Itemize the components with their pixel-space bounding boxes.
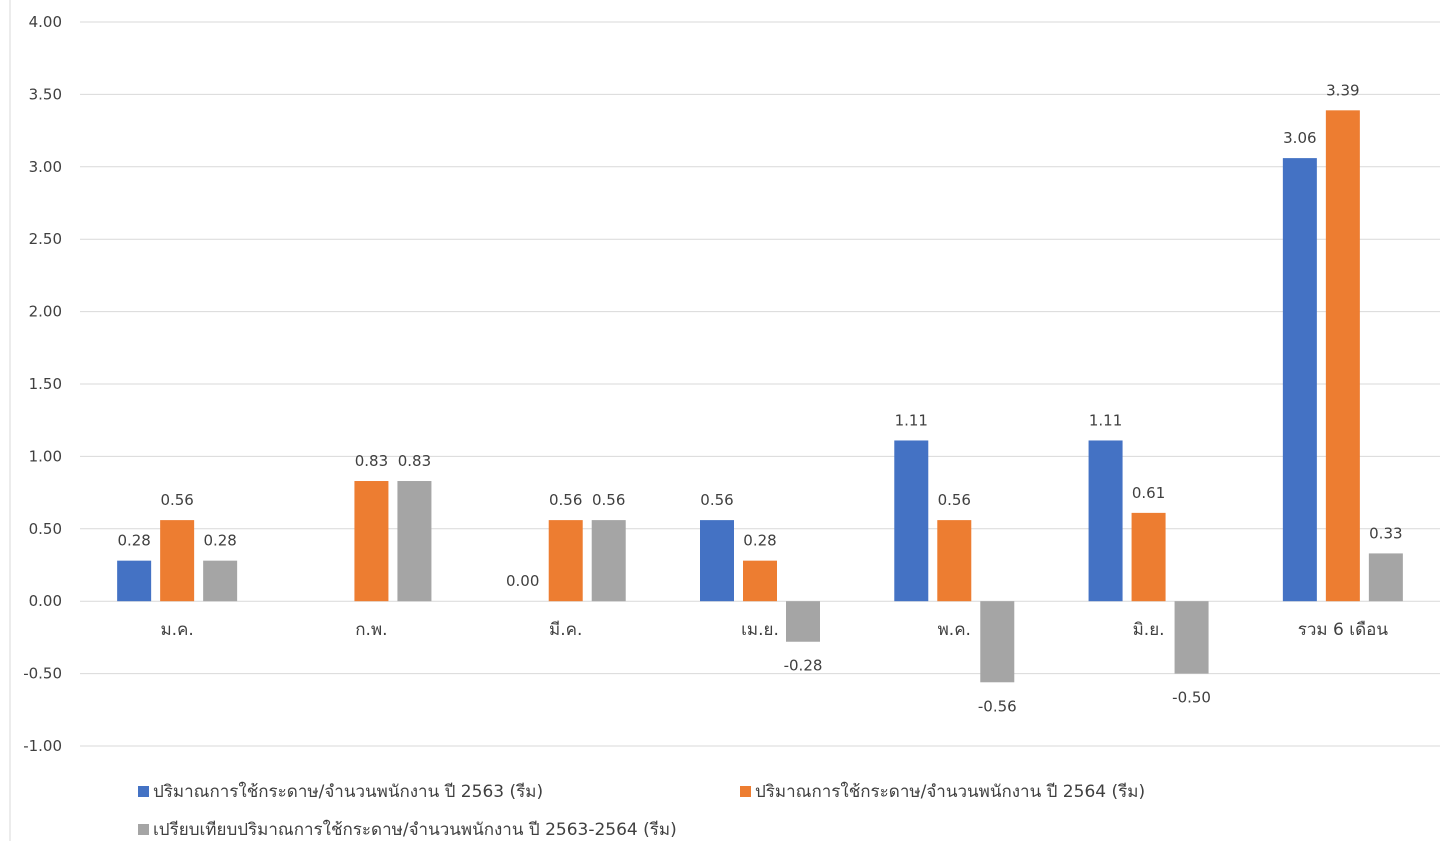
category-label: ก.พ. xyxy=(355,620,387,640)
y-tick-label: 4.00 xyxy=(29,13,62,31)
bar xyxy=(397,481,432,602)
category-label: ม.ค. xyxy=(160,620,193,640)
y-tick-label: -1.00 xyxy=(23,737,62,755)
data-label: 0.83 xyxy=(355,452,388,470)
data-label: -0.50 xyxy=(1172,689,1211,707)
bar xyxy=(548,520,583,602)
data-label: 0.00 xyxy=(506,572,539,590)
legend-label: ปริมาณการใช้กระดาษ/จำนวนพนักงาน ปี 2564 … xyxy=(755,782,1146,802)
data-label: 0.61 xyxy=(1132,484,1165,502)
legend-label: ปริมาณการใช้กระดาษ/จำนวนพนักงาน ปี 2563 … xyxy=(153,782,544,802)
bar xyxy=(1131,512,1166,602)
y-tick-label: 0.50 xyxy=(29,520,62,538)
bar xyxy=(203,560,238,602)
legend-item: เปรียบเทียบปริมาณการใช้กระดาษ/จำนวนพนักง… xyxy=(138,816,677,843)
data-label: 3.06 xyxy=(1283,129,1316,147)
bar xyxy=(1368,553,1403,602)
bar xyxy=(786,601,820,642)
bar xyxy=(591,520,626,602)
legend-label: เปรียบเทียบปริมาณการใช้กระดาษ/จำนวนพนักง… xyxy=(153,820,677,840)
category-label: มี.ค. xyxy=(549,620,582,640)
data-label: -0.28 xyxy=(784,657,823,675)
category-label: พ.ค. xyxy=(938,620,971,640)
data-label: 1.11 xyxy=(895,411,928,429)
data-label: 0.33 xyxy=(1369,524,1402,542)
data-label: 0.56 xyxy=(700,491,733,509)
data-label: 0.56 xyxy=(160,491,193,509)
legend-swatch xyxy=(138,786,149,797)
y-tick-label: 3.00 xyxy=(29,158,62,176)
legend-swatch xyxy=(740,786,751,797)
data-label: 0.56 xyxy=(938,491,971,509)
legend-swatch xyxy=(138,824,149,835)
data-label: 0.28 xyxy=(203,532,236,550)
bar xyxy=(354,481,389,602)
y-tick-label: 0.00 xyxy=(29,592,62,610)
bar xyxy=(1174,601,1209,674)
category-label: มิ.ย. xyxy=(1133,620,1165,640)
y-tick-label: 1.50 xyxy=(29,375,62,393)
data-label: 1.11 xyxy=(1089,411,1122,429)
bar xyxy=(894,440,929,602)
y-tick-label: 2.00 xyxy=(29,303,62,321)
data-label: 0.28 xyxy=(743,532,776,550)
data-label: -0.56 xyxy=(978,697,1017,715)
legend-item: ปริมาณการใช้กระดาษ/จำนวนพนักงาน ปี 2564 … xyxy=(740,778,1145,805)
bar xyxy=(743,560,777,602)
bar xyxy=(1088,440,1123,602)
data-label: 0.28 xyxy=(117,532,150,550)
data-label: 0.56 xyxy=(592,491,625,509)
bar xyxy=(937,520,972,602)
bar xyxy=(700,520,734,602)
y-tick-label: 2.50 xyxy=(29,230,62,248)
y-tick-label: 1.00 xyxy=(29,447,62,465)
category-label: เม.ย. xyxy=(741,620,779,640)
data-label: 3.39 xyxy=(1326,81,1359,99)
data-label: 0.56 xyxy=(549,491,582,509)
y-tick-label: -0.50 xyxy=(23,665,62,683)
bar xyxy=(117,560,152,602)
bar xyxy=(160,520,195,602)
bar xyxy=(980,601,1015,683)
data-label: 0.83 xyxy=(398,452,431,470)
y-tick-label: 3.50 xyxy=(29,85,62,103)
bar xyxy=(1325,110,1360,602)
bar xyxy=(1282,158,1317,602)
legend-item: ปริมาณการใช้กระดาษ/จำนวนพนักงาน ปี 2563 … xyxy=(138,778,543,805)
category-label: รวม 6 เดือน xyxy=(1298,620,1389,640)
